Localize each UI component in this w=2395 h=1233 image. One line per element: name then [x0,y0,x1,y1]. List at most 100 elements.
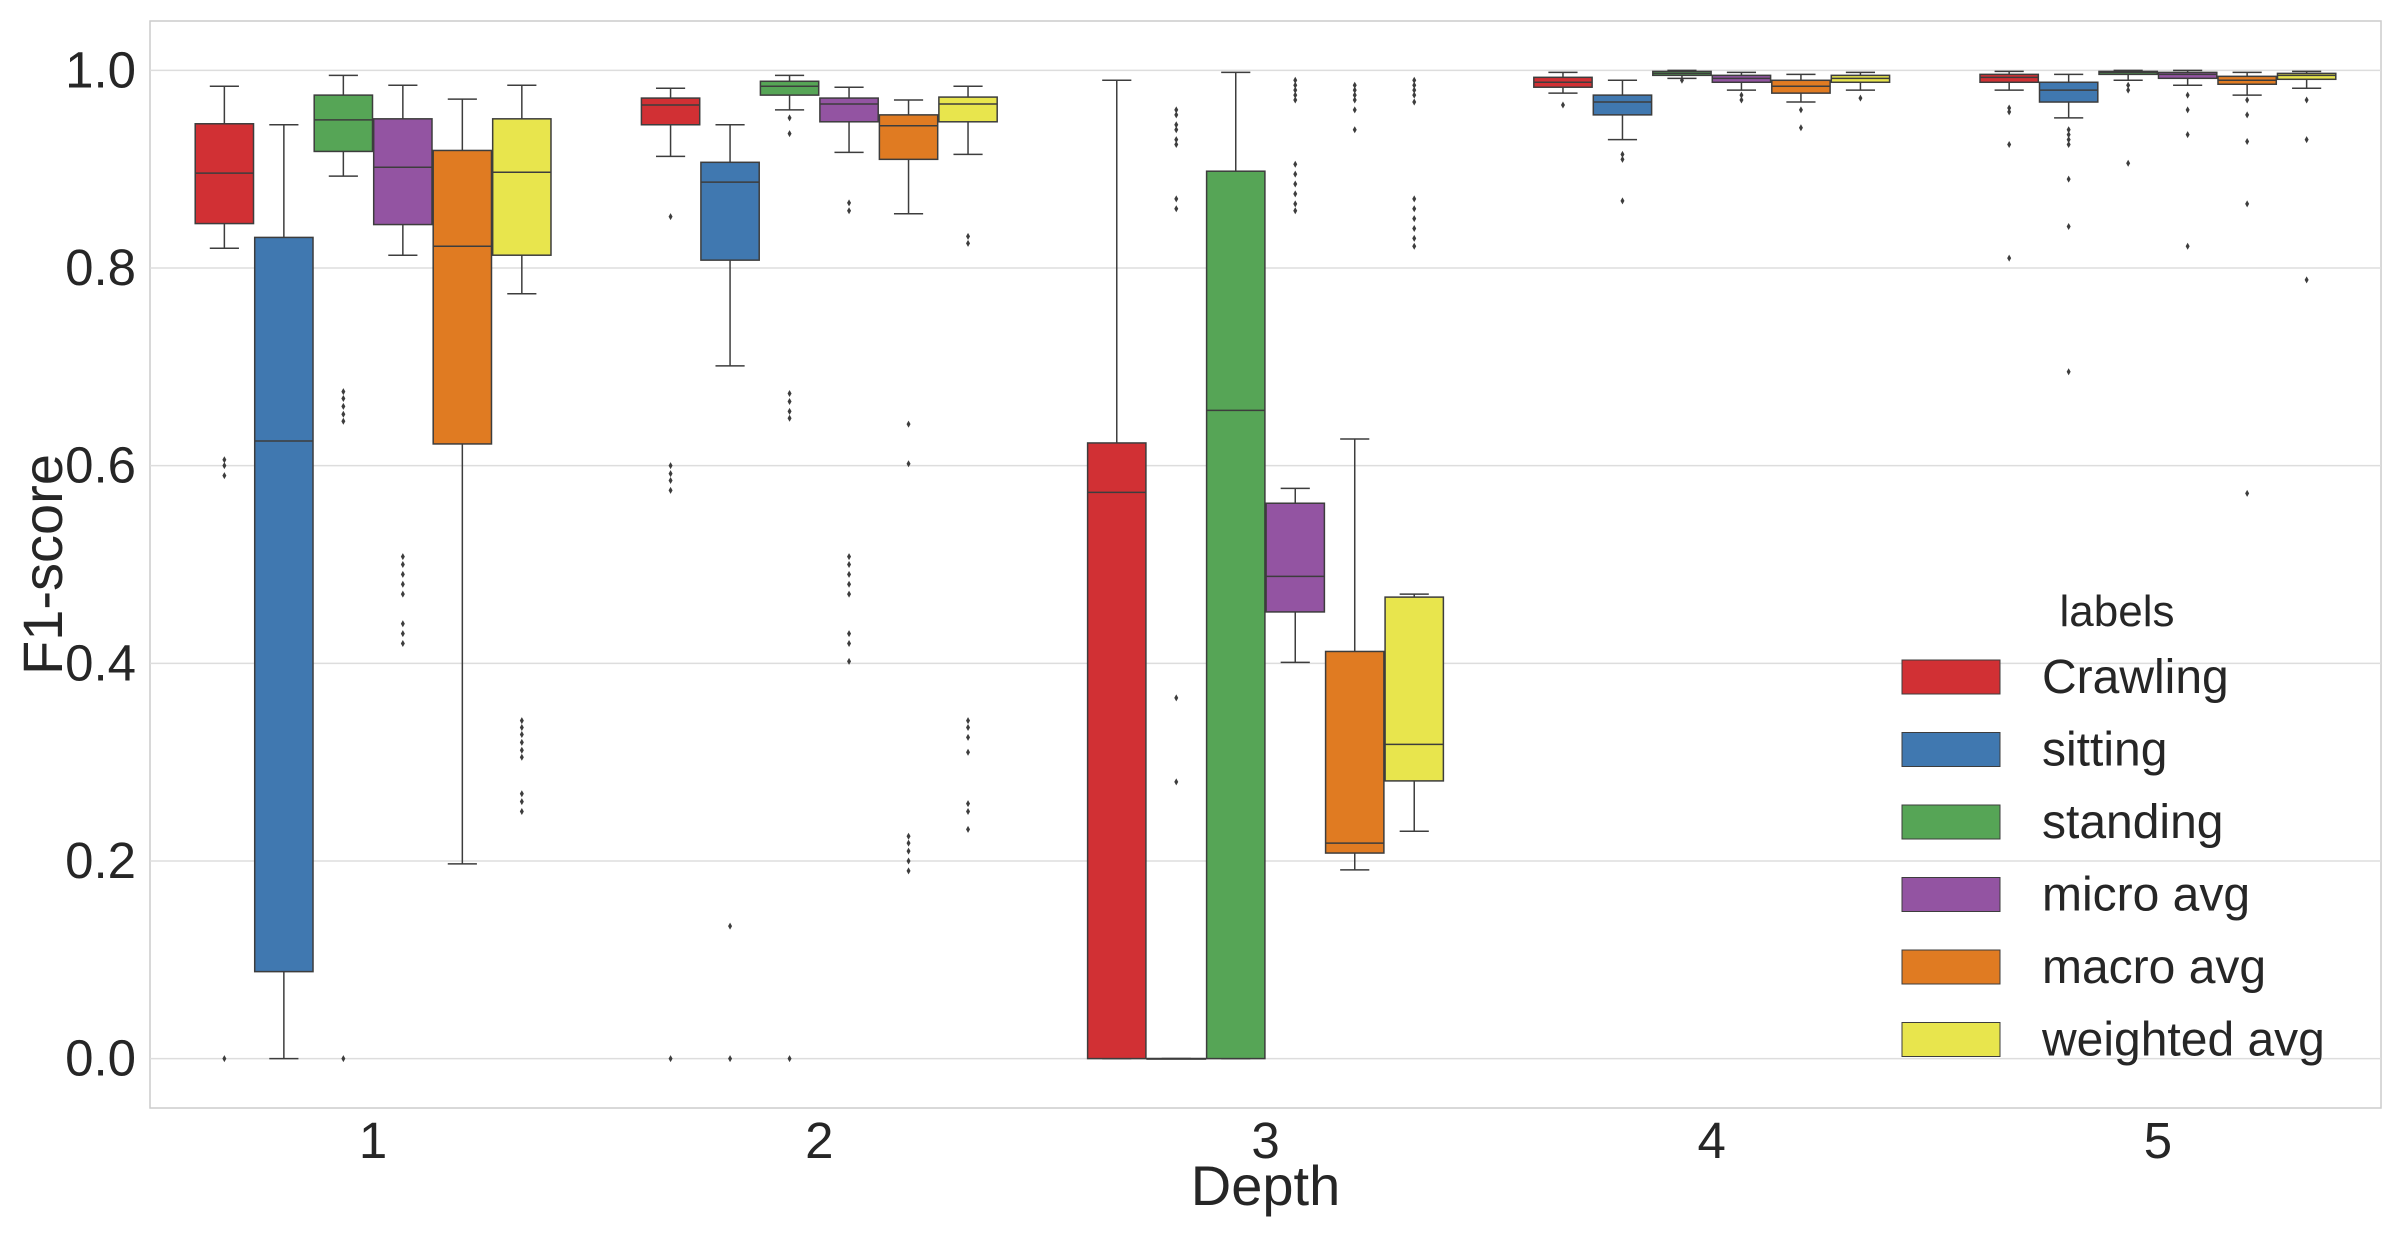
flier [1620,150,1625,158]
flier [1174,195,1179,203]
iqr-box [253,236,314,973]
flier [847,199,852,207]
iqr-box [1384,596,1445,782]
iqr-box [700,161,760,261]
box-standing [759,74,820,1063]
legend-item: micro avg [1901,869,2250,922]
flier [341,410,346,418]
flier [847,561,852,568]
x-tick-label: 4 [1698,1112,1726,1169]
flier [341,388,346,396]
flier [400,640,405,648]
flier [2245,489,2250,497]
flier [519,730,524,738]
flier [728,922,733,930]
legend-item: macro avg [1901,941,2266,994]
flier [400,580,405,588]
flier [668,477,673,485]
flier [1412,76,1417,84]
flier [222,456,227,464]
flier [1293,190,1298,198]
flier [2126,81,2131,89]
flier [1858,94,1863,102]
flier [668,486,673,494]
flier [1293,76,1298,84]
flier [222,1055,227,1063]
flier [400,561,405,568]
iqr-box [1592,94,1653,116]
flier [1174,126,1179,134]
iqr-box [2157,71,2218,80]
boxes [194,69,2337,1063]
iqr-box [1979,73,2040,84]
flier [1412,215,1417,223]
flier [1412,205,1417,213]
flier [966,733,971,741]
flier [519,753,524,761]
flier [2245,111,2250,119]
flier [906,832,911,840]
flier [2007,108,2012,116]
flier [1293,207,1298,215]
box-micro-avg [2157,69,2218,250]
iqr-box [1265,502,1326,613]
flier [1560,101,1565,109]
flier [2304,96,2309,104]
box-crawling [1979,70,2040,262]
flier [2007,104,2012,112]
flier [2007,254,2012,262]
y-tick-label: 0.6 [65,437,136,494]
flier [847,657,852,665]
legend-label: weighted avg [2041,1014,2325,1067]
iqr-box [1205,170,1266,1060]
box-crawling [640,87,701,1063]
box-standing [1652,69,1712,84]
flier [847,553,852,561]
iqr-box [1324,650,1385,854]
flier [1352,81,1357,89]
flier [1620,155,1625,163]
iqr-box [938,96,998,123]
legend-swatch [1901,804,2001,840]
flier [1293,160,1298,168]
flier [787,397,792,405]
flier [1174,111,1179,119]
flier [668,1055,673,1063]
iqr-box [759,80,820,96]
flier [2066,175,2071,183]
flier [2066,141,2071,149]
legend-label: sitting [2042,724,2167,777]
iqr-box [1086,442,1147,1060]
flier [519,738,524,746]
legend-swatch [1901,732,2001,767]
iqr-box [2276,72,2337,81]
flier [966,800,971,808]
flier [847,630,852,638]
flier [519,790,524,798]
flier [1412,234,1417,242]
flier [2245,200,2250,208]
box-sitting [700,124,760,1063]
x-tick-label: 1 [359,1112,387,1169]
flier [2007,141,2012,149]
box-macro-avg [878,99,939,875]
y-tick-label: 0.8 [65,239,136,296]
x-tick-label: 3 [1251,1112,1279,1169]
box-macro-avg [1324,81,1385,871]
iqr-box [2038,81,2099,103]
y-tick-label: 0.4 [65,634,136,691]
box-macro-avg [2217,71,2278,497]
x-axis-label: Depth [1191,1154,1340,1217]
legend-label: standing [2042,796,2223,849]
y-tick-label: 0.2 [65,832,136,889]
iqr-box [313,94,374,153]
flier [1412,98,1417,106]
flier [787,414,792,422]
flier [668,470,673,478]
y-tick-label: 1.0 [65,41,136,98]
flier [222,472,227,480]
flier [2304,276,2309,284]
flier [400,630,405,638]
flier [1798,124,1803,132]
